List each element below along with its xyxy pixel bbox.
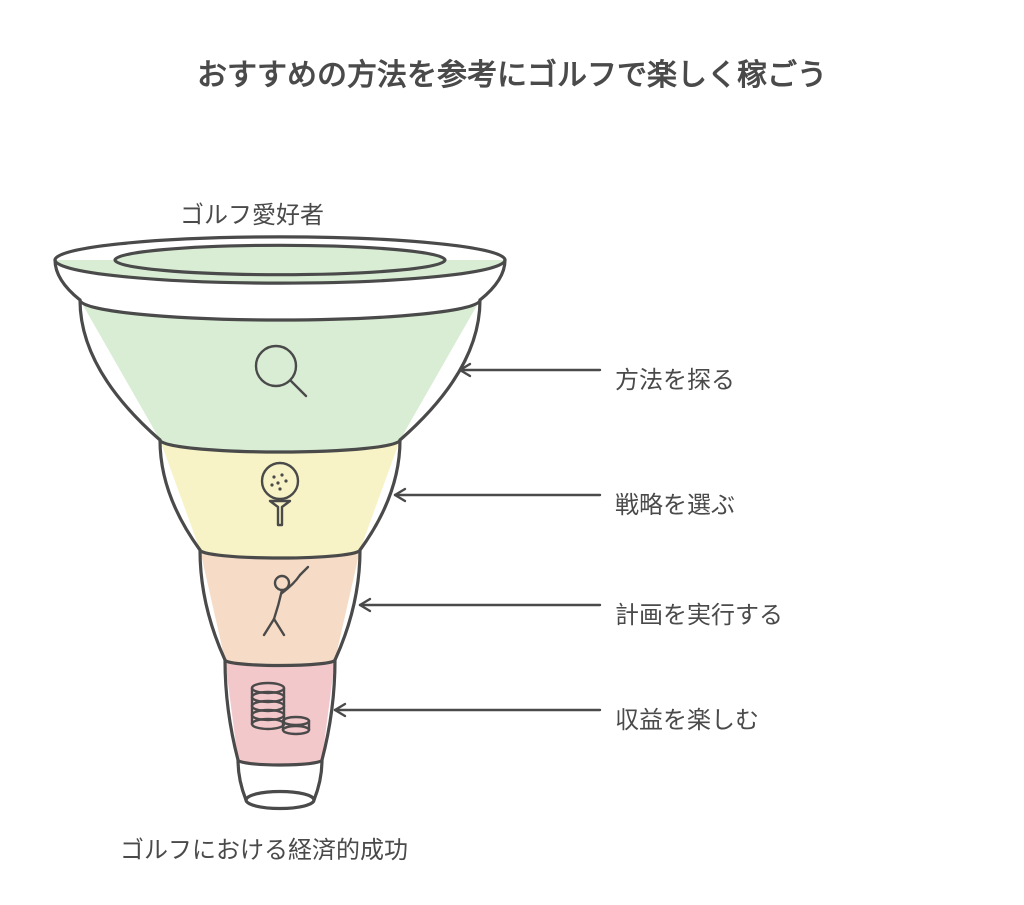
funnel-svg: [0, 0, 1024, 905]
funnel-fills: [55, 245, 505, 808]
infographic-container: { "title": { "text": "おすすめの方法を参考にゴルフで楽しく…: [0, 0, 1024, 905]
